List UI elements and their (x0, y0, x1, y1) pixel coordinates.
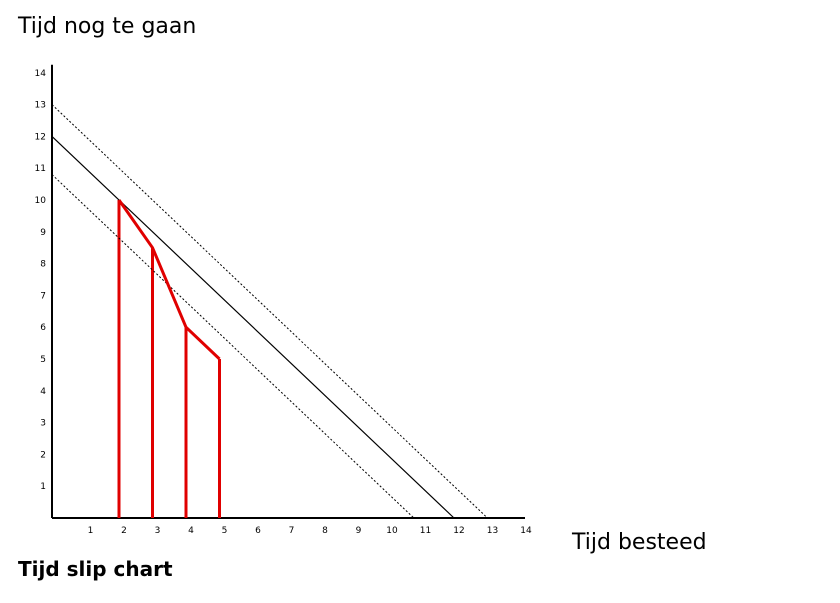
x-tick-label: 4 (188, 526, 194, 536)
x-tick-label: 11 (420, 526, 431, 536)
tolerance-line (51, 104, 488, 519)
x-tick-label: 3 (155, 526, 161, 536)
y-tick-label: 6 (40, 323, 46, 333)
y-tick-label: 4 (40, 387, 46, 397)
plan-line (51, 135, 455, 519)
tolerance-line (51, 174, 415, 519)
x-tick-label: 8 (322, 526, 328, 536)
y-tick-label: 1 (40, 482, 46, 492)
y-tick-label: 8 (40, 260, 46, 270)
x-tick-label: 12 (453, 526, 464, 536)
x-tick-label: 1 (88, 526, 94, 536)
remaining-time-line (117, 199, 221, 361)
y-tick-label: 7 (40, 291, 46, 301)
y-tick-label: 9 (40, 228, 46, 238)
y-tick-label: 13 (35, 101, 46, 111)
x-tick-label: 5 (222, 526, 228, 536)
y-tick-label: 12 (35, 132, 46, 142)
y-tick-label: 5 (40, 355, 46, 365)
x-tick-label: 13 (487, 526, 498, 536)
x-axis-title: Tijd besteed (572, 530, 707, 555)
x-tick-label: 2 (121, 526, 127, 536)
x-tick-label: 14 (520, 526, 532, 536)
x-tick-label: 9 (356, 526, 362, 536)
y-tick-label: 3 (40, 419, 46, 429)
y-tick-label: 14 (35, 69, 47, 79)
chart-caption: Tijd slip chart (18, 557, 173, 581)
y-tick-label: 10 (35, 196, 47, 206)
y-tick-label: 2 (40, 450, 46, 460)
x-tick-label: 10 (386, 526, 398, 536)
x-tick-label: 7 (289, 526, 295, 536)
x-tick-label: 6 (255, 526, 261, 536)
y-tick-label: 11 (35, 164, 46, 174)
y-axis-title: Tijd nog te gaan (18, 14, 197, 39)
